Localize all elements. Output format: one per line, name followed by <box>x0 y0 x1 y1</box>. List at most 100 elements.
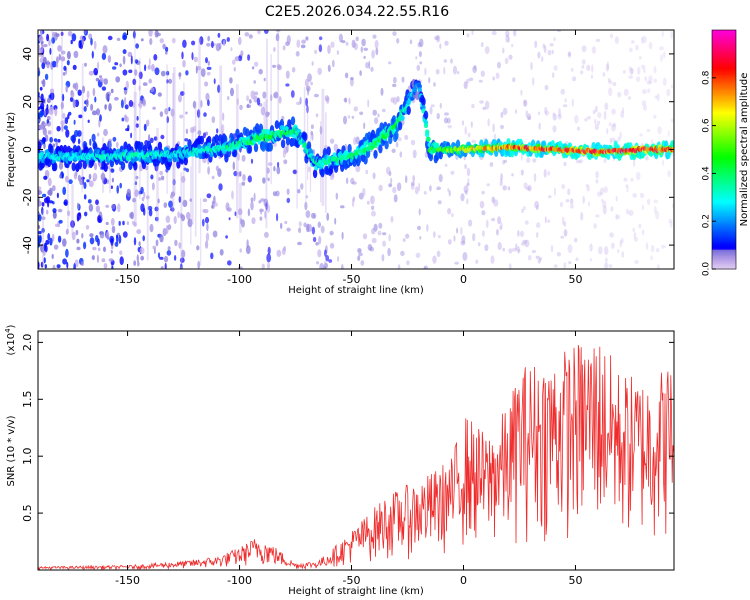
noise-speckle <box>254 61 259 67</box>
noise-speckle <box>446 117 451 124</box>
noise-speckle <box>650 244 655 253</box>
noise-speckle <box>319 263 325 269</box>
colorbar-swatch <box>712 185 736 188</box>
noise-speckle <box>197 260 201 269</box>
noise-speckle <box>557 113 562 120</box>
noise-speckle <box>189 127 195 134</box>
noise-speckle <box>662 51 666 59</box>
noise-speckle <box>622 107 624 113</box>
noise-speckle <box>159 256 164 260</box>
noise-speckle <box>193 56 198 63</box>
noise-speckle <box>180 213 183 219</box>
noise-speckle <box>110 88 114 94</box>
noise-speckle <box>97 215 102 223</box>
noise-speckle <box>552 125 557 133</box>
noise-speckle <box>594 118 597 125</box>
noise-speckle <box>604 102 609 111</box>
noise-speckle <box>537 51 541 59</box>
noise-speckle <box>367 99 370 108</box>
noise-speckle <box>523 182 528 189</box>
noise-speckle <box>553 187 556 196</box>
noise-speckle <box>130 211 134 220</box>
spectrogram-panel: -150 -100 -50 0 50 -40 -20 0 20 40 Height of strai… <box>6 29 675 296</box>
noise-speckle <box>374 40 379 49</box>
colorbar-swatch <box>712 83 736 87</box>
noise-speckle <box>110 218 115 226</box>
noise-speckle <box>310 124 314 129</box>
noise-speckle <box>97 61 100 70</box>
noise-speckle <box>519 230 525 238</box>
colorbar-swatch <box>712 255 736 258</box>
noise-speckle <box>505 30 510 37</box>
noise-speckle <box>595 179 599 184</box>
colorbar-swatch <box>712 253 736 256</box>
noise-speckle <box>214 202 218 207</box>
noise-speckle <box>135 43 140 49</box>
noise-speckle <box>155 239 159 247</box>
noise-speckle <box>203 112 207 117</box>
y-tick-label: 20 <box>21 95 34 109</box>
ridge-blob <box>423 122 429 129</box>
noise-speckle <box>597 120 601 126</box>
noise-speckle <box>444 163 448 167</box>
noise-speckle <box>444 40 449 46</box>
noise-speckle <box>115 141 119 148</box>
x-tick-label: 50 <box>568 273 582 286</box>
noise-speckle <box>386 166 391 175</box>
colorbar-tick-label: 0.6 <box>702 118 712 133</box>
noise-speckle <box>616 214 620 220</box>
noise-speckle <box>53 138 58 142</box>
noise-speckle <box>160 266 164 269</box>
noise-speckle <box>370 195 375 205</box>
noise-speckle <box>42 193 47 198</box>
noise-speckle <box>617 136 621 142</box>
noise-speckle <box>305 195 309 199</box>
noise-speckle <box>232 161 235 171</box>
noise-speckle <box>122 49 127 55</box>
noise-speckle <box>41 202 45 207</box>
noise-speckle <box>402 238 406 242</box>
colorbar-swatch <box>712 31 736 35</box>
noise-speckle <box>212 230 218 238</box>
noise-speckle <box>118 220 121 226</box>
noise-speckle <box>51 37 56 44</box>
colorbar-swatch <box>712 133 736 137</box>
noise-speckle <box>97 132 100 137</box>
noise-speckle <box>419 236 422 240</box>
noise-speckle <box>267 246 271 255</box>
noise-speckle <box>112 136 117 142</box>
noise-speckle <box>429 185 432 192</box>
noise-speckle <box>185 70 189 76</box>
x-tick-label: -150 <box>115 273 140 286</box>
noise-speckle <box>493 133 496 140</box>
noise-speckle <box>329 242 335 249</box>
colorbar-swatch <box>712 267 736 270</box>
noise-speckle <box>167 246 171 251</box>
noise-speckle <box>641 36 644 45</box>
noise-speckle <box>83 30 87 35</box>
noise-speckle <box>523 99 527 108</box>
noise-speckle <box>390 177 393 184</box>
noise-speckle <box>115 76 121 83</box>
noise-speckle <box>99 114 102 122</box>
noise-speckle <box>491 30 497 36</box>
noise-speckle <box>93 67 99 76</box>
x-tick-label: -50 <box>343 574 361 587</box>
noise-speckle <box>150 87 155 93</box>
noise-speckle <box>168 200 174 208</box>
noise-speckle <box>111 177 114 183</box>
noise-speckle <box>70 220 75 228</box>
noise-speckle <box>174 239 178 247</box>
noise-speckle <box>84 211 88 217</box>
noise-speckle <box>340 205 345 209</box>
y-axis-label: Frequency (Hz) <box>6 112 17 188</box>
noise-speckle <box>355 36 359 42</box>
noise-speckle <box>297 189 301 194</box>
noise-speckle <box>659 46 664 51</box>
noise-speckle <box>399 151 403 158</box>
noise-speckle <box>276 166 281 175</box>
noise-speckle <box>573 237 578 243</box>
noise-speckle <box>563 262 567 269</box>
noise-speckle <box>165 46 169 53</box>
noise-speckle <box>571 98 574 107</box>
